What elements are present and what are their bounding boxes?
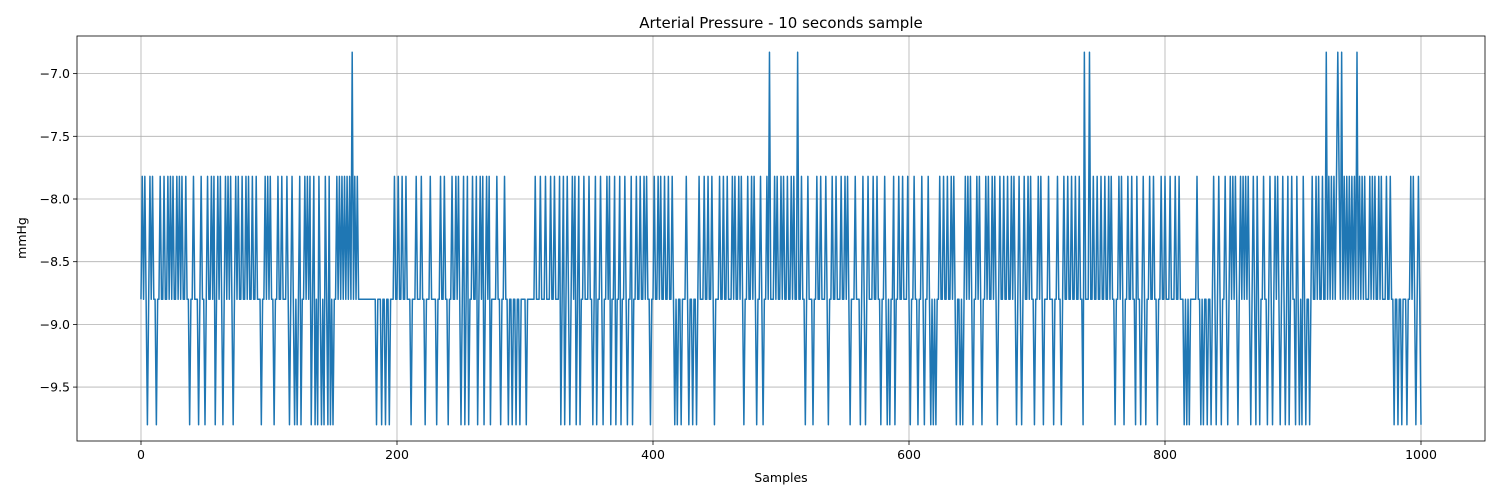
x-tick-label: 0	[137, 447, 145, 462]
y-axis-label: mmHg	[14, 217, 29, 259]
y-tick-label: −7.0	[40, 66, 70, 81]
y-tick-label: −8.5	[40, 254, 70, 269]
x-tick-label: 1000	[1405, 447, 1437, 462]
x-tick-label: 600	[897, 447, 921, 462]
x-tick-label: 400	[641, 447, 665, 462]
y-tick-label: −7.5	[40, 129, 70, 144]
y-tick-label: −9.5	[40, 380, 70, 395]
x-tick-label: 200	[385, 447, 409, 462]
series-line-arterial-pressure	[140, 51, 1422, 426]
chart-title: Arterial Pressure - 10 seconds sample	[639, 14, 922, 32]
x-tick-label: 800	[1153, 447, 1177, 462]
x-axis-ticks: 0 200 400 600 800 1000	[137, 441, 1437, 462]
plot-series	[140, 51, 1422, 426]
x-axis-label: Samples	[754, 470, 807, 485]
y-axis-ticks: −9.5 −9.0 −8.5 −8.0 −7.5 −7.0	[40, 66, 77, 395]
y-tick-label: −8.0	[40, 192, 70, 207]
y-tick-label: −9.0	[40, 317, 70, 332]
plot-frame	[76, 35, 1486, 442]
